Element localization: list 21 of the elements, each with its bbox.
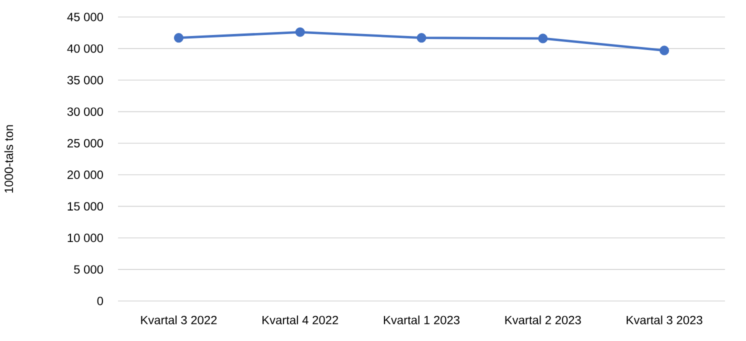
x-tick-label: Kvartal 2 2023 [505, 316, 581, 324]
point [416, 33, 426, 43]
x-tick-label: Kvartal 1 2023 [384, 316, 460, 324]
point [538, 34, 548, 44]
x-tick-label: Kvartal 3 2022 [141, 316, 217, 324]
y-tick-label: 5 000 [74, 265, 104, 274]
x-tick-label: Kvartal 3 2023 [626, 316, 702, 324]
x-tick-label: Kvartal 4 2022 [262, 316, 338, 324]
y-tick-label: 25 000 [68, 138, 104, 148]
point [660, 46, 670, 56]
y-tick-label: 15 000 [68, 202, 104, 211]
y-tick-label: 10 000 [68, 234, 104, 242]
point [174, 33, 184, 43]
y-tick-label: 35 000 [67, 76, 104, 84]
y-tick-label: 30 000 [67, 107, 104, 116]
point [295, 27, 305, 37]
y-axis-title: 1000-tals ton [4, 125, 14, 193]
y-tick-label: 20 000 [68, 170, 104, 179]
y-tick-label: 40 000 [67, 44, 104, 53]
y-tick-label: 45 000 [67, 12, 104, 22]
y-tick-label: 0 [97, 296, 104, 306]
